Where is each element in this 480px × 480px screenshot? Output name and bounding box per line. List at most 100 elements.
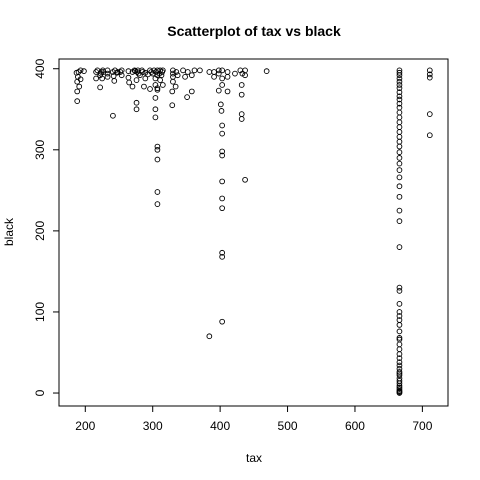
- data-point-48: [139, 69, 146, 75]
- data-point-179: [396, 369, 403, 375]
- data-point-51: [142, 75, 149, 82]
- data-point-6: [76, 83, 83, 90]
- data-point-60: [152, 106, 159, 113]
- data-point-154: [396, 155, 403, 161]
- data-point-34: [125, 74, 132, 81]
- data-point-84: [170, 78, 176, 85]
- y-tick-label-200: 200: [33, 221, 47, 241]
- data-point-90: [182, 73, 188, 80]
- data-point-135: [396, 72, 403, 79]
- data-point-108: [219, 130, 226, 137]
- data-point-150: [396, 133, 403, 140]
- data-point-127: [238, 116, 245, 122]
- chart-title: Scatterplot of tax vs black: [167, 23, 341, 39]
- data-point-107: [219, 122, 226, 129]
- data-point-126: [238, 111, 245, 117]
- data-point-35: [126, 79, 132, 86]
- data-point-94: [188, 72, 195, 79]
- data-point-106: [219, 75, 226, 82]
- data-point-170: [396, 328, 403, 335]
- data-point-156: [396, 167, 403, 173]
- data-point-30: [117, 69, 124, 75]
- data-point-172: [396, 341, 403, 348]
- data-point-22: [104, 67, 111, 74]
- data-point-49: [141, 83, 147, 90]
- data-point-92: [184, 69, 191, 75]
- data-point-96: [197, 67, 203, 74]
- data-point-167: [396, 313, 403, 319]
- data-point-70: [154, 201, 161, 207]
- data-point-186: [396, 386, 403, 392]
- x-tick-label-200: 200: [75, 419, 95, 433]
- y-tick-label-400: 400: [33, 58, 47, 78]
- data-point-190: [396, 390, 403, 396]
- x-tick-label-300: 300: [143, 419, 163, 433]
- data-point-40: [133, 99, 140, 106]
- data-point-61: [152, 114, 159, 121]
- data-point-81: [169, 102, 176, 109]
- data-point-78: [159, 67, 166, 74]
- data-point-194: [426, 71, 433, 78]
- data-point-134: [396, 69, 403, 76]
- data-point-1: [74, 78, 81, 85]
- data-point-33: [125, 68, 132, 75]
- data-point-2: [74, 88, 81, 95]
- data-point-24: [110, 112, 116, 119]
- data-point-153: [396, 149, 403, 156]
- data-point-54: [147, 86, 153, 92]
- data-point-110: [219, 152, 226, 159]
- data-point-165: [396, 300, 403, 307]
- data-point-159: [396, 193, 403, 200]
- data-point-174: [396, 351, 403, 357]
- data-point-75: [157, 77, 163, 83]
- data-point-95: [191, 67, 198, 74]
- data-point-193: [426, 67, 433, 74]
- data-point-100: [211, 73, 217, 80]
- data-point-117: [219, 67, 226, 74]
- data-point-104: [217, 101, 224, 108]
- data-point-26: [111, 78, 118, 84]
- data-point-158: [396, 183, 403, 190]
- data-point-129: [242, 67, 248, 74]
- data-point-86: [172, 83, 179, 90]
- x-axis-label: tax: [246, 451, 262, 465]
- data-point-139: [396, 85, 403, 92]
- y-axis-label: black: [2, 217, 16, 246]
- data-point-171: [396, 335, 403, 341]
- data-point-177: [396, 362, 403, 369]
- data-point-137: [396, 78, 403, 85]
- data-point-41: [133, 106, 140, 113]
- data-point-42: [133, 77, 140, 83]
- data-point-116: [219, 318, 226, 325]
- data-point-17: [99, 75, 105, 82]
- x-tick-label-700: 700: [412, 419, 432, 433]
- data-point-131: [242, 176, 248, 183]
- data-point-105: [218, 108, 225, 114]
- y-axis: 0 100 200 300 400: [33, 58, 59, 396]
- data-point-175: [396, 355, 403, 362]
- data-point-122: [232, 70, 238, 77]
- data-point-192: [396, 336, 403, 343]
- data-point-13: [97, 84, 103, 91]
- data-point-136: [396, 75, 403, 82]
- data-point-118: [219, 82, 226, 88]
- data-point-66: [154, 143, 161, 150]
- data-point-147: [396, 119, 403, 126]
- y-tick-label-100: 100: [33, 302, 47, 322]
- data-point-152: [396, 143, 403, 150]
- data-point-16: [98, 69, 105, 75]
- data-point-169: [396, 322, 403, 328]
- data-point-65: [154, 86, 161, 93]
- data-point-20: [104, 70, 111, 77]
- data-point-162: [396, 244, 403, 250]
- data-point-143: [396, 100, 403, 107]
- data-point-9: [81, 68, 87, 75]
- data-point-72: [154, 85, 161, 92]
- data-point-146: [396, 114, 403, 121]
- data-point-87: [173, 69, 180, 75]
- data-point-103: [215, 87, 222, 94]
- data-point-21: [104, 73, 111, 80]
- data-point-132: [263, 68, 270, 75]
